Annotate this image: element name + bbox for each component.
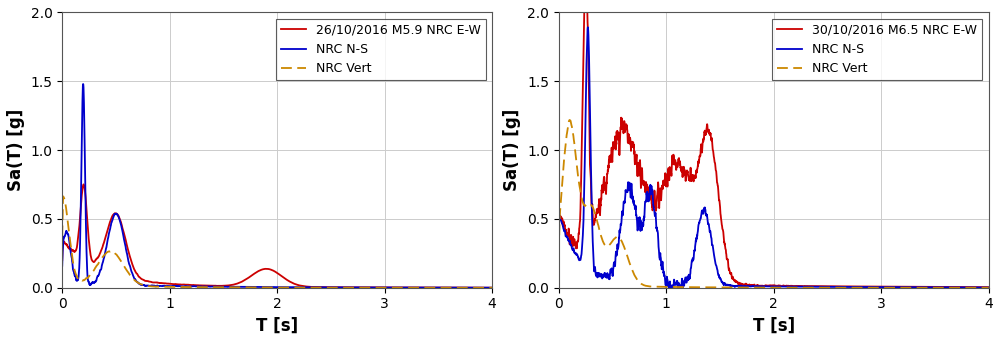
NRC Vert — [265, 286, 277, 290]
26/10/2016 M5.9 NRC E-W — [254, 268, 266, 272]
30/10/2016 M6.5 NRC E-W — [891, 285, 903, 289]
Y-axis label: Sa(T) [g]: Sa(T) [g] — [503, 109, 521, 191]
X-axis label: T [s]: T [s] — [256, 317, 298, 335]
Line: NRC N-S: NRC N-S — [559, 27, 989, 288]
Legend: 26/10/2016 M5.9 NRC E-W, NRC N-S, NRC Vert: 26/10/2016 M5.9 NRC E-W, NRC N-S, NRC Ve… — [276, 19, 486, 80]
30/10/2016 M6.5 NRC E-W — [553, 246, 565, 250]
30/10/2016 M6.5 NRC E-W — [762, 284, 774, 288]
NRC N-S — [970, 285, 982, 289]
NRC N-S — [575, 256, 587, 261]
NRC N-S — [751, 284, 763, 288]
NRC Vert — [56, 234, 68, 238]
NRC N-S — [254, 285, 266, 289]
Line: 30/10/2016 M6.5 NRC E-W: 30/10/2016 M6.5 NRC E-W — [559, 0, 989, 287]
26/10/2016 M5.9 NRC E-W — [78, 185, 90, 189]
NRC Vert — [474, 286, 486, 290]
26/10/2016 M5.9 NRC E-W — [395, 285, 407, 289]
NRC Vert — [970, 286, 982, 290]
30/10/2016 M6.5 NRC E-W — [970, 285, 982, 289]
NRC N-S — [665, 286, 677, 290]
NRC Vert — [891, 286, 903, 290]
NRC Vert — [486, 286, 498, 290]
26/10/2016 M5.9 NRC E-W — [265, 268, 277, 272]
NRC N-S — [892, 285, 904, 289]
NRC Vert — [564, 118, 576, 122]
NRC N-S — [983, 286, 995, 290]
NRC Vert — [474, 286, 486, 290]
NRC N-S — [77, 82, 89, 86]
NRC Vert — [751, 286, 763, 290]
NRC Vert — [762, 286, 774, 290]
26/10/2016 M5.9 NRC E-W — [486, 286, 498, 290]
NRC Vert — [983, 286, 995, 290]
NRC Vert — [553, 249, 565, 253]
Line: 26/10/2016 M5.9 NRC E-W: 26/10/2016 M5.9 NRC E-W — [62, 184, 492, 288]
NRC N-S — [582, 25, 594, 29]
NRC Vert — [78, 278, 90, 282]
30/10/2016 M6.5 NRC E-W — [983, 285, 995, 289]
NRC N-S — [56, 264, 68, 268]
NRC N-S — [971, 285, 983, 289]
Y-axis label: Sa(T) [g]: Sa(T) [g] — [7, 109, 25, 191]
NRC N-S — [265, 285, 277, 289]
Line: NRC Vert: NRC Vert — [559, 120, 989, 288]
30/10/2016 M6.5 NRC E-W — [575, 195, 587, 199]
Legend: 30/10/2016 M6.5 NRC E-W, NRC N-S, NRC Vert: 30/10/2016 M6.5 NRC E-W, NRC N-S, NRC Ve… — [772, 19, 982, 80]
Line: NRC Vert: NRC Vert — [62, 196, 492, 288]
26/10/2016 M5.9 NRC E-W — [474, 286, 486, 290]
NRC N-S — [474, 286, 486, 290]
NRC N-S — [395, 286, 407, 290]
26/10/2016 M5.9 NRC E-W — [78, 182, 90, 186]
30/10/2016 M6.5 NRC E-W — [970, 285, 982, 289]
30/10/2016 M6.5 NRC E-W — [751, 284, 763, 288]
NRC N-S — [486, 286, 498, 290]
NRC Vert — [970, 286, 982, 290]
NRC N-S — [762, 284, 774, 288]
NRC Vert — [395, 286, 407, 290]
NRC N-S — [78, 124, 90, 128]
NRC Vert — [575, 193, 587, 197]
Line: NRC N-S: NRC N-S — [62, 84, 492, 288]
NRC Vert — [254, 286, 266, 290]
X-axis label: T [s]: T [s] — [753, 317, 795, 335]
26/10/2016 M5.9 NRC E-W — [474, 286, 486, 290]
NRC N-S — [474, 286, 486, 290]
NRC N-S — [553, 249, 565, 253]
26/10/2016 M5.9 NRC E-W — [56, 258, 68, 262]
NRC Vert — [57, 194, 69, 198]
